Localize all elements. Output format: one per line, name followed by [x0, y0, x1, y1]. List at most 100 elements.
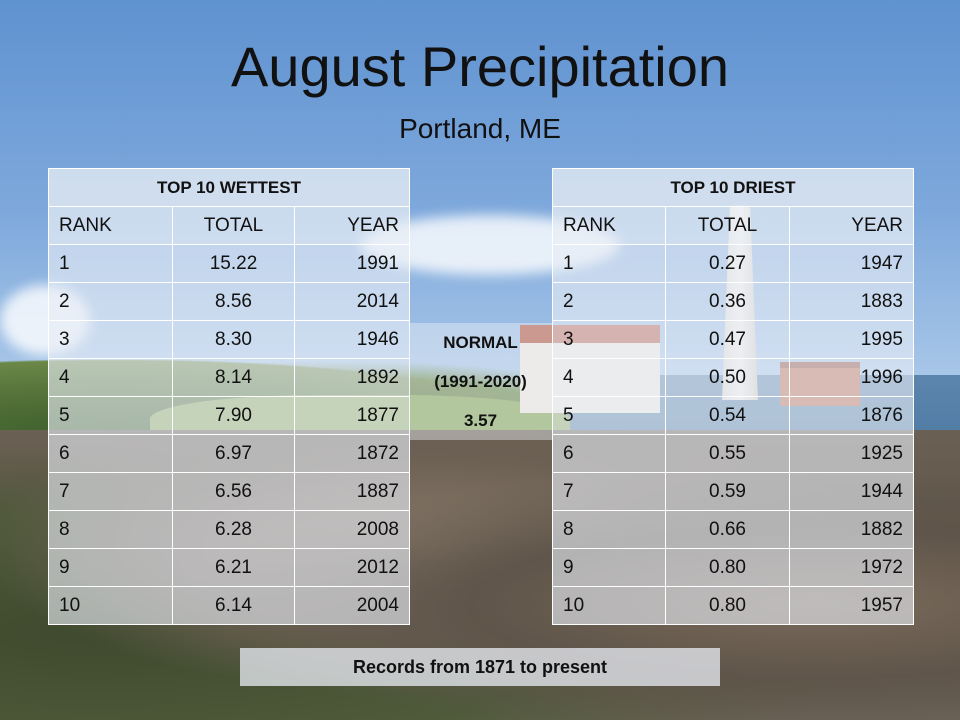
- driest-table: TOP 10 DRIEST RANK TOTAL YEAR 1 0.27 1947 2…: [551, 168, 915, 625]
- rank-cell: 3: [48, 320, 173, 359]
- total-cell: 0.50: [665, 358, 790, 397]
- rank-cell: 3: [552, 320, 666, 359]
- wettest-table: TOP 10 WETTEST RANK TOTAL YEAR 1 15.22 199…: [48, 168, 410, 625]
- year-cell: 1872: [294, 434, 410, 473]
- table-row: 4 0.50 1996: [552, 358, 915, 397]
- rank-cell: 10: [552, 586, 666, 625]
- column-header-total: TOTAL: [172, 206, 295, 245]
- column-header-rank: RANK: [552, 206, 666, 245]
- rank-cell: 9: [48, 548, 173, 587]
- total-cell: 8.56: [172, 282, 295, 321]
- total-cell: 0.47: [665, 320, 790, 359]
- total-cell: 0.80: [665, 586, 790, 625]
- total-cell: 7.90: [172, 396, 295, 435]
- total-cell: 6.14: [172, 586, 295, 625]
- normal-panel: [409, 323, 552, 440]
- table-row: 1 0.27 1947: [552, 244, 915, 283]
- table-row: 4 8.14 1892: [48, 358, 410, 397]
- total-cell: 8.14: [172, 358, 295, 397]
- total-cell: 0.55: [665, 434, 790, 473]
- table-row: 8 0.66 1882: [552, 510, 915, 549]
- year-cell: 1991: [294, 244, 410, 283]
- column-header-year: YEAR: [788, 206, 915, 245]
- total-cell: 6.28: [172, 510, 295, 549]
- driest-heading: TOP 10 DRIEST: [551, 168, 915, 207]
- rank-cell: 1: [48, 244, 173, 283]
- wettest-heading: TOP 10 WETTEST: [48, 168, 410, 207]
- table-row: 2 8.56 2014: [48, 282, 410, 321]
- table-row: 3 8.30 1946: [48, 320, 410, 359]
- rank-cell: 1: [552, 244, 666, 283]
- total-cell: 6.97: [172, 434, 295, 473]
- total-cell: 0.36: [665, 282, 790, 321]
- rank-cell: 9: [552, 548, 666, 587]
- total-cell: 0.66: [665, 510, 790, 549]
- table-row: 7 6.56 1887: [48, 472, 410, 511]
- normal-period: (1991-2020): [434, 372, 527, 391]
- total-cell: 0.59: [665, 472, 790, 511]
- table-row: 8 6.28 2008: [48, 510, 410, 549]
- rank-cell: 6: [48, 434, 173, 473]
- rank-cell: 10: [48, 586, 173, 625]
- table-row: 9 0.80 1972: [552, 548, 915, 587]
- driest-body: RANK TOTAL YEAR 1 0.27 1947 2 0.36 1883 3 0.47 1…: [552, 206, 915, 625]
- rank-cell: 7: [48, 472, 173, 511]
- rank-cell: 6: [552, 434, 666, 473]
- table-row: 6 0.55 1925: [552, 434, 915, 473]
- year-cell: 2014: [294, 282, 410, 321]
- wettest-column-headers: RANK TOTAL YEAR: [48, 206, 410, 245]
- total-cell: 15.22: [172, 244, 295, 283]
- rank-cell: 2: [48, 282, 173, 321]
- total-cell: 8.30: [172, 320, 295, 359]
- year-cell: 1876: [788, 396, 915, 435]
- year-cell: 2012: [294, 548, 410, 587]
- table-row: 7 0.59 1944: [552, 472, 915, 511]
- total-cell: 6.56: [172, 472, 295, 511]
- rank-cell: 8: [48, 510, 173, 549]
- year-cell: 1996: [788, 358, 915, 397]
- column-header-total: TOTAL: [665, 206, 790, 245]
- year-cell: 1925: [788, 434, 915, 473]
- year-cell: 1944: [788, 472, 915, 511]
- total-cell: 0.54: [665, 396, 790, 435]
- year-cell: 1947: [788, 244, 915, 283]
- column-header-year: YEAR: [294, 206, 410, 245]
- rank-cell: 7: [552, 472, 666, 511]
- year-cell: 1946: [294, 320, 410, 359]
- year-cell: 1892: [294, 358, 410, 397]
- normal-value: 3.57: [463, 411, 498, 430]
- column-header-rank: RANK: [48, 206, 173, 245]
- year-cell: 1957: [788, 586, 915, 625]
- rank-cell: 4: [552, 358, 666, 397]
- table-row: 1 15.22 1991: [48, 244, 410, 283]
- year-cell: 1877: [294, 396, 410, 435]
- year-cell: 1995: [788, 320, 915, 359]
- table-row: 5 0.54 1876: [552, 396, 915, 435]
- table-row: 3 0.47 1995: [552, 320, 915, 359]
- table-row: 10 0.80 1957: [552, 586, 915, 625]
- year-cell: 1882: [788, 510, 915, 549]
- page-title: August Precipitation: [230, 35, 730, 98]
- driest-column-headers: RANK TOTAL YEAR: [552, 206, 915, 245]
- table-row: 5 7.90 1877: [48, 396, 410, 435]
- total-cell: 6.21: [172, 548, 295, 587]
- year-cell: 2004: [294, 586, 410, 625]
- records-footnote: Records from 1871 to present: [240, 648, 720, 686]
- year-cell: 1972: [788, 548, 915, 587]
- rank-cell: 2: [552, 282, 666, 321]
- total-cell: 0.80: [665, 548, 790, 587]
- year-cell: 1883: [788, 282, 915, 321]
- total-cell: 0.27: [665, 244, 790, 283]
- wettest-body: RANK TOTAL YEAR 1 15.22 1991 2 8.56 2014 3 8.30…: [48, 206, 410, 625]
- rank-cell: 4: [48, 358, 173, 397]
- table-row: 10 6.14 2004: [48, 586, 410, 625]
- normal-label: NORMAL: [443, 333, 518, 352]
- page-subtitle: Portland, ME: [399, 113, 561, 144]
- rank-cell: 8: [552, 510, 666, 549]
- year-cell: 2008: [294, 510, 410, 549]
- table-row: 2 0.36 1883: [552, 282, 915, 321]
- table-row: 6 6.97 1872: [48, 434, 410, 473]
- table-row: 9 6.21 2012: [48, 548, 410, 587]
- year-cell: 1887: [294, 472, 410, 511]
- rank-cell: 5: [552, 396, 666, 435]
